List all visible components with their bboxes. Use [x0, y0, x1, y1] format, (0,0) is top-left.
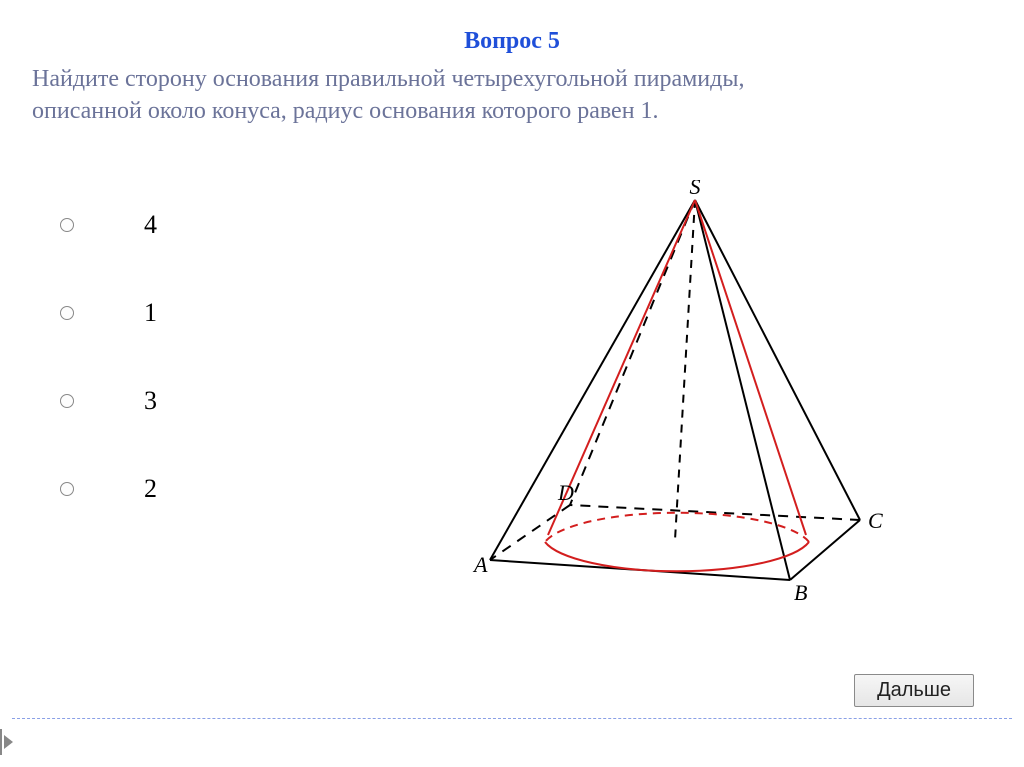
- label-c: C: [868, 508, 883, 533]
- pyramid-cone-diagram: S A B C D: [450, 180, 910, 620]
- option-label: 2: [144, 474, 157, 504]
- question-text: Найдите сторону основания правильной чет…: [0, 55, 852, 128]
- options-group: 4 1 3 2: [60, 210, 157, 562]
- slide-marker-arrow-icon: [4, 735, 13, 749]
- question-title: Вопрос 5: [0, 0, 1024, 55]
- slide-marker-icon: [0, 729, 2, 755]
- divider-line: [12, 718, 1012, 719]
- option-row[interactable]: 1: [60, 298, 157, 328]
- option-label: 1: [144, 298, 157, 328]
- label-d: D: [557, 480, 574, 505]
- label-b: B: [794, 580, 807, 605]
- label-apex: S: [690, 180, 701, 199]
- radio-icon[interactable]: [60, 218, 74, 232]
- label-a: A: [472, 552, 488, 577]
- option-row[interactable]: 3: [60, 386, 157, 416]
- next-button[interactable]: Дальше: [854, 674, 974, 707]
- option-label: 4: [144, 210, 157, 240]
- radio-icon[interactable]: [60, 306, 74, 320]
- option-row[interactable]: 4: [60, 210, 157, 240]
- radio-icon[interactable]: [60, 394, 74, 408]
- option-row[interactable]: 2: [60, 474, 157, 504]
- option-label: 3: [144, 386, 157, 416]
- radio-icon[interactable]: [60, 482, 74, 496]
